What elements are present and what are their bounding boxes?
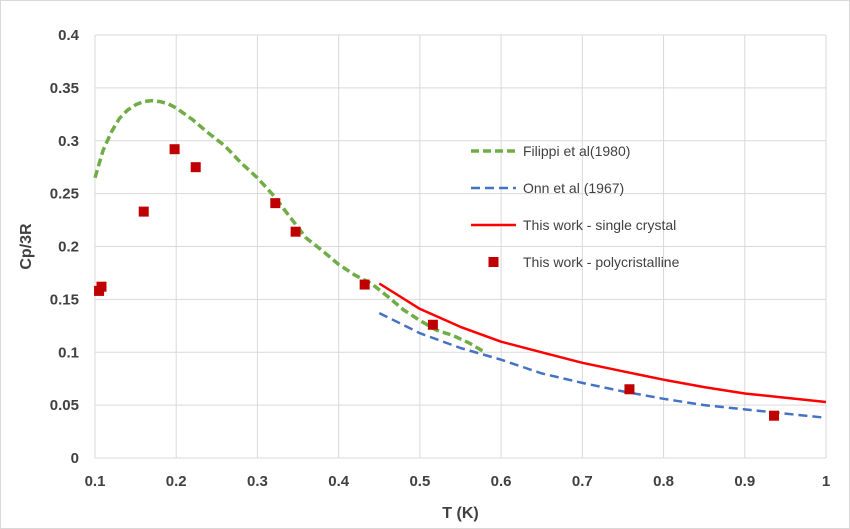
x-tick-label: 0.7 bbox=[572, 473, 593, 490]
x-tick-label: 0.8 bbox=[653, 473, 674, 490]
series-line-0 bbox=[93, 98, 486, 354]
y-tick-label: 0.3 bbox=[58, 133, 79, 150]
data-point bbox=[624, 384, 635, 395]
y-tick-label: 0.2 bbox=[58, 239, 79, 256]
y-tick-label: 0.4 bbox=[58, 27, 80, 44]
data-point bbox=[769, 410, 780, 421]
series-line-2 bbox=[378, 282, 827, 404]
x-tick-label: 0.4 bbox=[328, 473, 350, 490]
x-tick-label: 0.5 bbox=[409, 473, 430, 490]
data-point bbox=[96, 281, 107, 292]
legend-swatch-3 bbox=[488, 257, 499, 267]
legend-label: Filippi et al(1980) bbox=[523, 143, 630, 159]
x-tick-label: 0.9 bbox=[734, 473, 755, 490]
legend-label: Onn et al (1967) bbox=[523, 180, 624, 196]
grid-lines bbox=[94, 34, 827, 459]
data-point bbox=[270, 198, 281, 209]
axes: 0 0.05 0.1 0.15 0.2 0.25 0.3 0.35 0.4 0.1 0.2 0.3 0.… bbox=[50, 27, 830, 490]
data-point bbox=[190, 162, 201, 173]
y-tick-label: 0 bbox=[71, 450, 79, 467]
legend-label: This work - polycristalline bbox=[523, 254, 680, 270]
x-tick-label: 0.6 bbox=[491, 473, 512, 490]
y-tick-label: 0.15 bbox=[50, 291, 79, 308]
series-line-1 bbox=[378, 311, 827, 420]
x-tick-label: 0.1 bbox=[85, 473, 106, 490]
x-axis-title: T (K) bbox=[442, 505, 478, 522]
y-tick-label: 0.35 bbox=[50, 80, 79, 97]
series-layer bbox=[93, 98, 827, 421]
x-tick-label: 1 bbox=[822, 473, 830, 490]
legend: Filippi et al(1980) Onn et al (1967) This … bbox=[471, 143, 680, 270]
x-tick-label: 0.2 bbox=[166, 473, 187, 490]
x-tick-label: 0.3 bbox=[247, 473, 268, 490]
y-tick-label: 0.1 bbox=[58, 344, 79, 361]
data-point bbox=[427, 319, 438, 330]
data-point bbox=[138, 206, 149, 217]
y-tick-label: 0.25 bbox=[50, 186, 79, 203]
y-axis-title: Cp/3R bbox=[18, 223, 35, 270]
data-point bbox=[290, 226, 301, 237]
y-tick-label: 0.05 bbox=[50, 397, 79, 414]
data-point bbox=[169, 144, 180, 155]
legend-label: This work - single crystal bbox=[523, 217, 676, 233]
data-point bbox=[359, 279, 370, 290]
